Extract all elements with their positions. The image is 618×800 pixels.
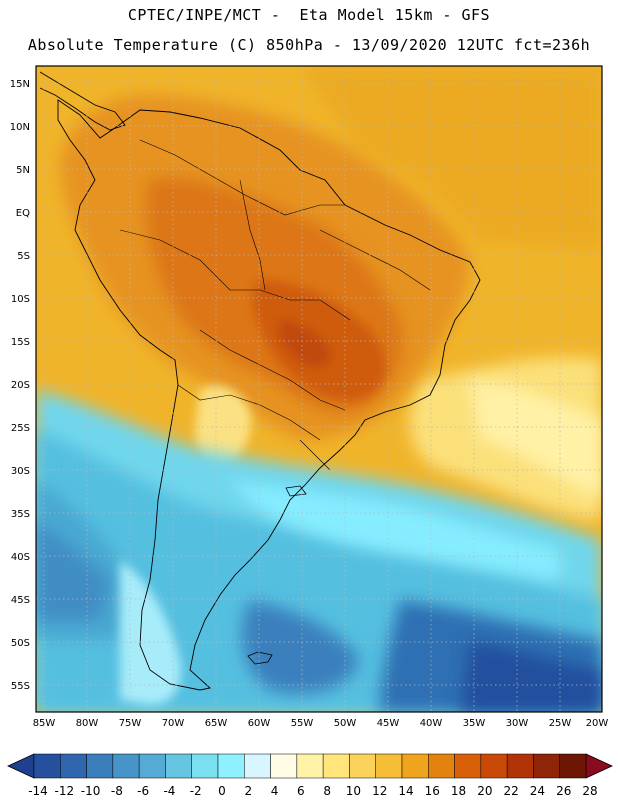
colorbar-tick-label: 10 xyxy=(346,784,361,798)
lat-label: 15N xyxy=(10,79,30,90)
colorbar-tick-label: 28 xyxy=(582,784,597,798)
colorbar-tick-label: 8 xyxy=(323,784,331,798)
colorbar-swatch xyxy=(506,753,534,779)
colorbar-swatch xyxy=(401,753,429,779)
title-line-2: Absolute Temperature (C) 850hPa - 13/09/… xyxy=(27,36,591,54)
colorbar-swatch xyxy=(217,753,245,779)
colorbar-swatch xyxy=(428,753,455,779)
colorbar-swatch xyxy=(33,753,61,779)
lat-label: 45S xyxy=(11,595,30,606)
lat-label: 5N xyxy=(16,165,30,176)
colorbar-swatch xyxy=(270,753,298,779)
colorbar-swatch xyxy=(60,753,87,779)
colorbar-tick-label: -4 xyxy=(163,784,175,798)
colorbar-swatch xyxy=(454,753,482,779)
colorbar-tick-label: 26 xyxy=(556,784,571,798)
lon-label: 20W xyxy=(586,718,609,729)
colorbar-tick-label: 4 xyxy=(271,784,279,798)
lat-label: 20S xyxy=(11,380,30,391)
lon-label: 55W xyxy=(291,718,314,729)
lon-label: 80W xyxy=(76,718,99,729)
lat-label: 10S xyxy=(11,294,30,305)
colorbar-tick-label: 12 xyxy=(372,784,387,798)
lon-label: 25W xyxy=(549,718,572,729)
colorbar-swatch xyxy=(165,753,192,779)
lat-label: EQ xyxy=(16,208,30,219)
colorbar-tick-label: 24 xyxy=(530,784,545,798)
colorbar-tick-label: -6 xyxy=(137,784,149,798)
lon-label: 60W xyxy=(248,718,271,729)
colorbar-swatch xyxy=(244,753,271,779)
colorbar-swatch xyxy=(296,753,324,779)
colorbar-min-arrow xyxy=(7,753,35,779)
colorbar-tick-label: 6 xyxy=(297,784,305,798)
colorbar-swatch xyxy=(112,753,140,779)
lon-label: 75W xyxy=(119,718,142,729)
colorbar-swatch xyxy=(86,753,114,779)
colorbar-swatch xyxy=(191,753,219,779)
lat-label: 15S xyxy=(11,337,30,348)
colorbar-tick-label: 22 xyxy=(503,784,518,798)
longitude-axis: 85W 80W 75W 70W 65W 60W 55W 50W 45W 40W … xyxy=(33,718,609,729)
colorbar-tick-label: 14 xyxy=(398,784,413,798)
lat-label: 35S xyxy=(11,509,30,520)
colorbar-tick-label: 2 xyxy=(244,784,252,798)
lat-label: 25S xyxy=(11,423,30,434)
colorbar-tick-label: -14 xyxy=(28,784,48,798)
lat-label: 55S xyxy=(11,681,30,692)
colorbar-tick-label: -8 xyxy=(111,784,123,798)
colorbar-swatch xyxy=(533,753,560,779)
colorbar-tick-label: 16 xyxy=(425,784,440,798)
colorbar-tick-label: -10 xyxy=(81,784,101,798)
lon-label: 35W xyxy=(463,718,486,729)
colorbar-tick-label: -2 xyxy=(190,784,202,798)
lat-label: 5S xyxy=(17,251,30,262)
lon-label: 30W xyxy=(506,718,529,729)
colorbar: -14 -12 -10 -8 -6 -4 -2 0 2 4 6 8 10 12 14 16 18 20 22 24 26… xyxy=(7,753,613,798)
plot-frame xyxy=(35,65,603,713)
colorbar-swatch xyxy=(138,753,166,779)
lon-label: 85W xyxy=(33,718,56,729)
lon-label: 70W xyxy=(162,718,185,729)
colorbar-swatch xyxy=(559,753,587,779)
colorbar-swatch xyxy=(322,753,350,779)
colorbar-tick-label: 18 xyxy=(451,784,466,798)
temperature-field xyxy=(36,66,602,712)
lat-label: 10N xyxy=(10,122,30,133)
lat-label: 30S xyxy=(11,466,30,477)
colorbar-tick-label: 20 xyxy=(477,784,492,798)
colorbar-tick-label: -12 xyxy=(54,784,74,798)
lon-label: 40W xyxy=(420,718,443,729)
colorbar-max-arrow xyxy=(585,753,613,779)
title-line-1: CPTEC/INPE/MCT - Eta Model 15km - GFS xyxy=(127,6,491,24)
lon-label: 65W xyxy=(205,718,228,729)
latitude-axis: 15N 10N 5N EQ 5S 10S 15S 20S 25S 30S 35S… xyxy=(10,79,30,692)
colorbar-swatch xyxy=(480,753,508,779)
colorbar-tick-label: 0 xyxy=(218,784,226,798)
colorbar-swatch xyxy=(349,753,376,779)
colorbar-swatch xyxy=(375,753,403,779)
lat-label: 40S xyxy=(11,552,30,563)
lat-label: 50S xyxy=(11,638,30,649)
lon-label: 50W xyxy=(334,718,357,729)
lon-label: 45W xyxy=(377,718,400,729)
